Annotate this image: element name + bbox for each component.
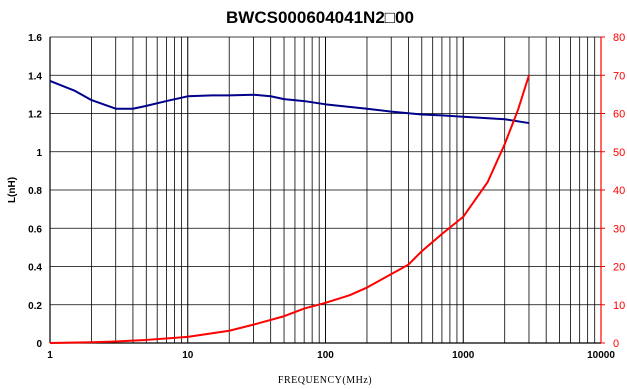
y2-tick-label: 60 xyxy=(613,109,625,121)
axes xyxy=(49,36,605,344)
grid xyxy=(49,36,602,344)
x-tick-label: 100 xyxy=(317,350,334,361)
y-tick-label: 1.2 xyxy=(28,110,42,121)
y-tick-label: 0 xyxy=(36,339,42,350)
series-line-2 xyxy=(49,74,530,344)
y-tick-label: 1 xyxy=(36,148,42,159)
series-layer xyxy=(49,74,530,344)
x-axis-label: FREQUENCY(MHz) xyxy=(278,375,372,386)
y-tick-label: 0.6 xyxy=(28,224,42,235)
y2-tick-label: 70 xyxy=(613,70,625,82)
y2-tick-label: 80 xyxy=(613,32,625,44)
y-axis-label: L(nH) xyxy=(7,177,18,203)
y2-tick-label: 30 xyxy=(613,223,625,235)
y-tick-label: 1.6 xyxy=(28,33,42,44)
tick-labels: 0 0.2 0.4 0.6 0.8 1 1.2 1.4 1.6 0 10 20 30 40 50 60 70 80… xyxy=(28,32,625,361)
y-tick-label: 0.4 xyxy=(28,263,42,274)
y2-tick-label: 40 xyxy=(613,185,625,197)
x-tick-label: 1000 xyxy=(452,350,475,361)
y-tick-label: 0.8 xyxy=(28,186,42,197)
y2-tick-label: 50 xyxy=(613,147,625,159)
series-line-1 xyxy=(49,80,530,125)
y-tick-label: 0.2 xyxy=(28,301,42,312)
y-tick-label: 1.4 xyxy=(28,71,42,82)
x-tick-label: 10 xyxy=(182,350,194,361)
x-tick-label: 10000 xyxy=(587,350,615,361)
chart-title: BWCS000604041N2□00 xyxy=(226,8,414,27)
y2-tick-label: 0 xyxy=(613,338,619,350)
y2-tick-label: 10 xyxy=(613,300,625,312)
x-tick-label: 1 xyxy=(47,350,53,361)
y2-tick-label: 20 xyxy=(613,262,625,274)
